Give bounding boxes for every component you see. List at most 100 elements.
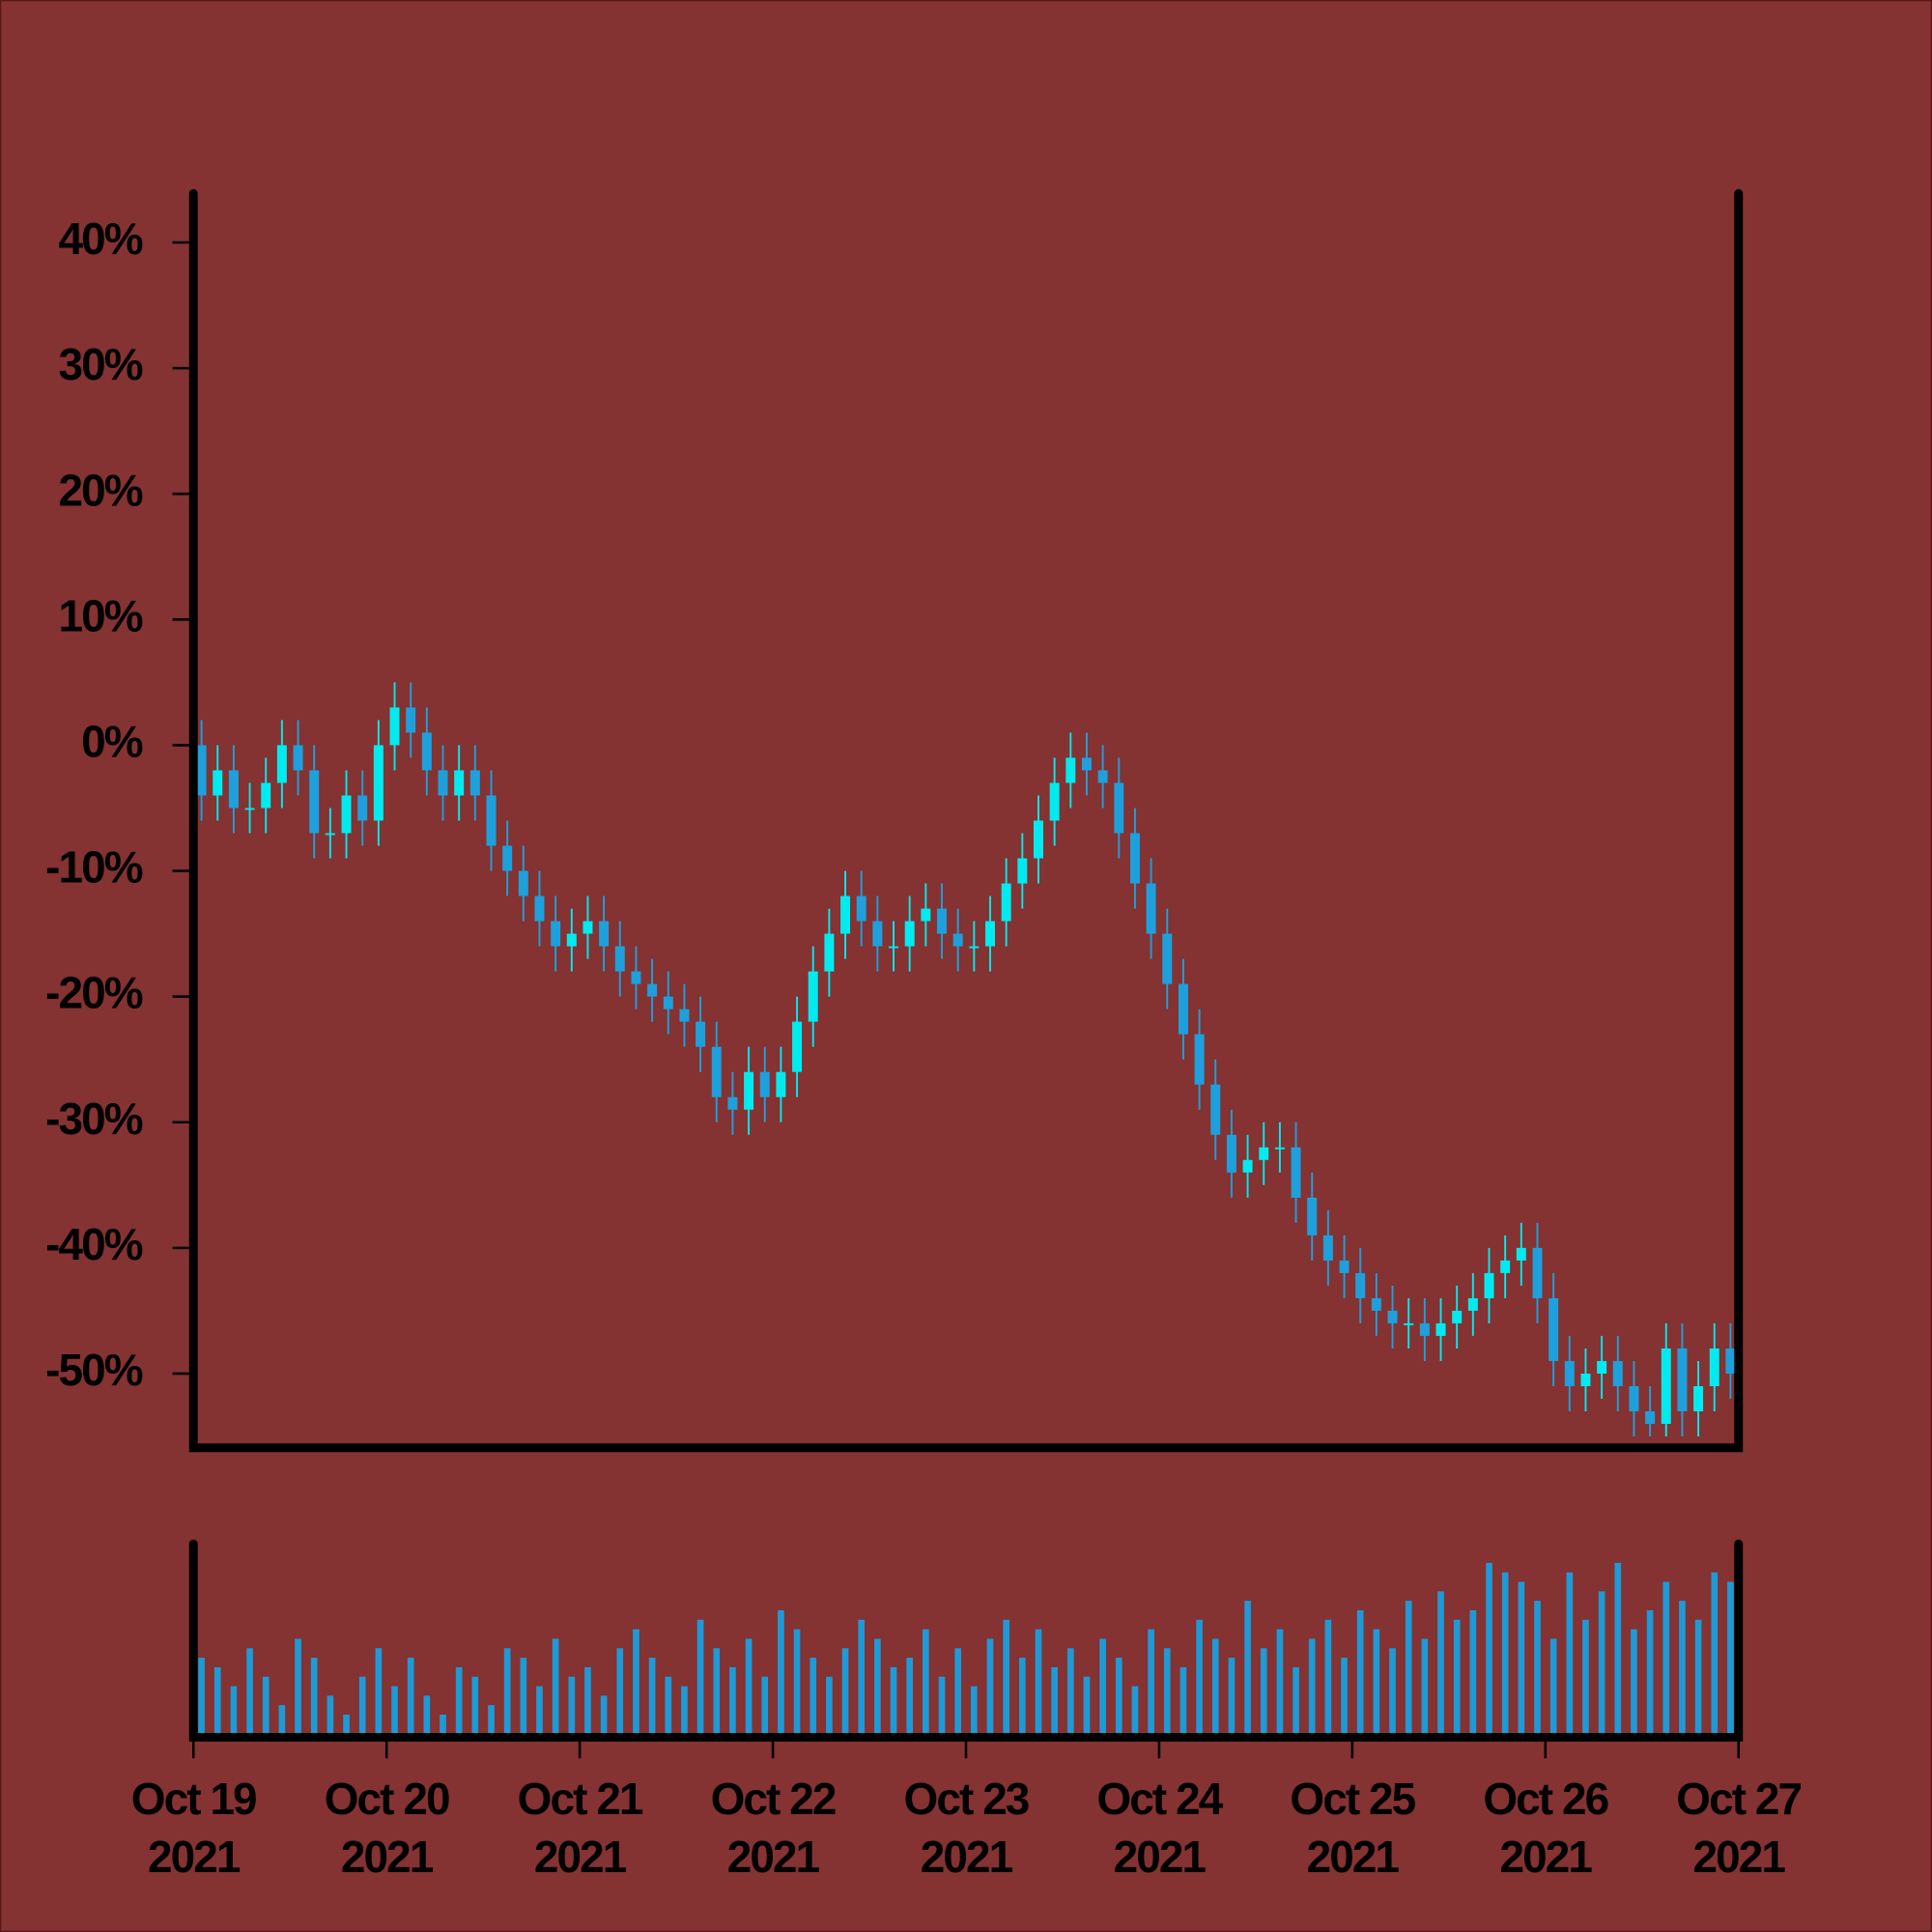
volume-bar <box>375 1648 383 1734</box>
candle-body <box>1677 1348 1688 1411</box>
candle-body <box>341 795 352 834</box>
volume-bar <box>1115 1658 1122 1734</box>
candle-body <box>824 933 835 972</box>
volume-bar <box>1196 1619 1203 1734</box>
candle-body <box>921 908 931 922</box>
candle-body <box>1322 1235 1333 1261</box>
volume-bar <box>358 1676 366 1734</box>
volume-bar <box>1631 1629 1637 1734</box>
volume-bar <box>1244 1601 1251 1734</box>
candle-body <box>502 845 513 871</box>
y-tick-label: -50% <box>45 1345 143 1395</box>
volume-bar <box>1549 1638 1557 1734</box>
volume-bar <box>1211 1638 1219 1734</box>
candle-body <box>309 770 320 834</box>
volume-bar <box>343 1715 350 1734</box>
candle-body <box>1693 1385 1704 1411</box>
candle-body <box>196 745 207 796</box>
volume-bar <box>391 1686 398 1734</box>
volume-bar <box>1679 1601 1686 1734</box>
x-tick-label: Oct 22 2021 <box>711 1774 836 1882</box>
candle-body <box>1532 1247 1543 1298</box>
volume-bar <box>1421 1638 1429 1734</box>
volume-bar <box>440 1715 446 1734</box>
candle-body <box>792 1021 803 1072</box>
volume-bar <box>906 1658 914 1734</box>
volume-bar <box>1066 1648 1074 1734</box>
volume-bar <box>681 1686 688 1734</box>
volume-bar <box>230 1686 238 1734</box>
candle-body <box>1274 1147 1285 1150</box>
candle-body <box>904 921 915 947</box>
volume-bar <box>407 1658 414 1734</box>
volume-bar <box>1260 1648 1267 1734</box>
candle-body <box>1033 820 1043 859</box>
volume-bar <box>1163 1648 1171 1734</box>
volume-bar <box>648 1658 656 1734</box>
volume-bar <box>198 1658 205 1734</box>
candle-body <box>1516 1247 1526 1261</box>
volume-bar <box>923 1629 929 1734</box>
candle-body <box>293 745 303 771</box>
volume-bar <box>1518 1581 1525 1734</box>
volume-bar <box>633 1629 639 1734</box>
candle-body <box>647 983 658 997</box>
volume-bar <box>1646 1609 1654 1734</box>
volume-bar <box>1469 1609 1477 1734</box>
volume-bar <box>552 1638 559 1734</box>
y-tick-label: -40% <box>45 1219 143 1269</box>
volume-bar <box>1582 1619 1589 1734</box>
volume-bar <box>1711 1572 1719 1734</box>
candle-body <box>1580 1373 1591 1386</box>
candle-body <box>969 946 980 949</box>
volume-bar <box>310 1658 318 1734</box>
candle-body <box>454 770 465 796</box>
y-tick-label: -30% <box>45 1094 143 1144</box>
candle-body <box>406 707 416 733</box>
candle-body <box>486 795 497 846</box>
candle-body <box>438 770 448 796</box>
axes-frame <box>188 188 1744 1742</box>
candle-body <box>1226 1134 1236 1173</box>
candle-body <box>1339 1260 1350 1273</box>
x-tick-label: Oct 23 2021 <box>904 1774 1029 1882</box>
x-tick-label: Oct 19 2021 <box>131 1774 256 1882</box>
volume-bar <box>1324 1619 1332 1734</box>
candle-body <box>1162 933 1173 984</box>
candle-body <box>373 745 384 821</box>
candle-body <box>244 808 255 810</box>
volume-bar <box>262 1676 270 1734</box>
candle-body <box>631 971 641 984</box>
candle-body <box>952 933 963 947</box>
volume-bar <box>1437 1591 1444 1734</box>
candle-body <box>582 921 593 934</box>
candle-body <box>357 795 368 821</box>
volume-bar <box>616 1648 624 1734</box>
candle-body <box>679 1009 690 1022</box>
candle-body <box>776 1071 786 1097</box>
volume-bar <box>246 1648 253 1734</box>
x-tick-label: Oct 26 2021 <box>1483 1774 1607 1882</box>
candle-body <box>1435 1322 1446 1336</box>
candle-body <box>469 770 480 796</box>
candle-body <box>1146 883 1156 934</box>
candle-body <box>213 770 223 796</box>
candle-body <box>711 1046 722 1097</box>
candle-body <box>1259 1147 1269 1160</box>
candle-body <box>1404 1322 1414 1325</box>
candle-body <box>1097 770 1108 783</box>
volume-bar <box>1003 1619 1009 1734</box>
volume-bar <box>327 1695 334 1734</box>
volume-bar <box>841 1648 849 1734</box>
y-tick-label: 0% <box>81 717 143 767</box>
volume-bar <box>1099 1638 1106 1734</box>
volume-bar <box>1389 1648 1396 1734</box>
volume-bar <box>778 1609 784 1734</box>
candle-body <box>1001 883 1011 922</box>
volume-bar <box>696 1619 704 1734</box>
x-tick-label: Oct 21 2021 <box>518 1774 643 1882</box>
candle-body <box>840 895 851 934</box>
volume-bar <box>1051 1666 1058 1734</box>
y-tick-label: 40% <box>59 213 143 264</box>
candle-body <box>1242 1159 1253 1173</box>
